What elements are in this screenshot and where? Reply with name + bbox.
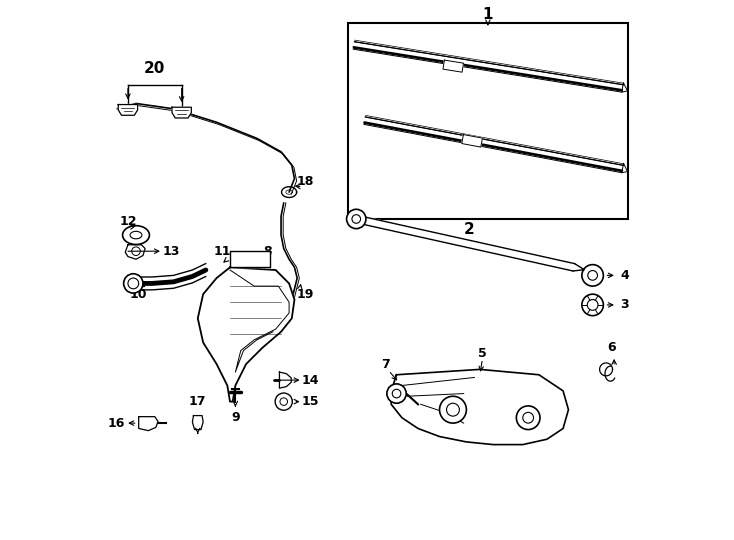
Polygon shape <box>443 60 464 72</box>
Text: 15: 15 <box>302 395 319 408</box>
Text: 9: 9 <box>231 411 240 424</box>
Text: 2: 2 <box>464 222 474 237</box>
Text: 11: 11 <box>213 245 230 258</box>
Text: 12: 12 <box>119 215 137 228</box>
Circle shape <box>275 393 292 410</box>
Circle shape <box>440 396 466 423</box>
Circle shape <box>346 210 366 228</box>
Polygon shape <box>118 105 137 115</box>
Text: 14: 14 <box>302 374 319 387</box>
Text: 6: 6 <box>607 341 616 354</box>
Polygon shape <box>230 251 270 267</box>
Bar <box>348 23 628 219</box>
Text: 5: 5 <box>478 347 487 360</box>
Text: 19: 19 <box>297 288 314 301</box>
Text: 4: 4 <box>620 269 629 282</box>
Circle shape <box>123 274 143 293</box>
Polygon shape <box>197 267 294 402</box>
Text: 3: 3 <box>620 299 629 312</box>
Polygon shape <box>192 416 203 429</box>
Text: 8: 8 <box>264 245 272 258</box>
Polygon shape <box>280 372 291 388</box>
Text: 10: 10 <box>130 288 148 301</box>
Circle shape <box>516 406 540 429</box>
Text: 16: 16 <box>108 416 126 430</box>
Text: 1: 1 <box>483 8 493 22</box>
Text: 7: 7 <box>382 357 390 370</box>
Text: 20: 20 <box>144 61 165 76</box>
Polygon shape <box>139 417 158 430</box>
Polygon shape <box>126 245 145 259</box>
Polygon shape <box>355 215 575 271</box>
Text: 13: 13 <box>162 245 180 258</box>
Polygon shape <box>462 134 482 147</box>
Ellipse shape <box>123 226 150 245</box>
Polygon shape <box>391 369 568 444</box>
Text: 17: 17 <box>189 395 206 408</box>
Polygon shape <box>172 107 192 118</box>
Text: 18: 18 <box>297 175 314 188</box>
Circle shape <box>387 384 406 403</box>
